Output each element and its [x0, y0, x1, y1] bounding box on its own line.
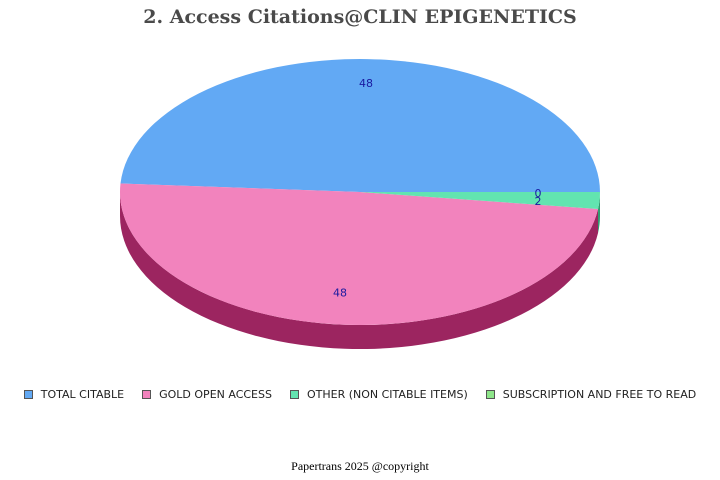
- legend-item-1: GOLD OPEN ACCESS: [142, 388, 272, 401]
- data-label-0: 48: [359, 77, 373, 90]
- legend-label-2: OTHER (NON CITABLE ITEMS): [306, 388, 468, 401]
- legend-swatch-3: [485, 390, 495, 399]
- data-label-2: 2: [535, 195, 542, 208]
- legend-label-0: TOTAL CITABLE: [40, 388, 125, 401]
- pie-slice-1: [120, 183, 599, 325]
- data-label-3: 0: [535, 187, 542, 200]
- legend-item-3: SUBSCRIPTION AND FREE TO READ: [485, 388, 697, 401]
- chart-title: 2. Access Citations@CLIN EPIGENETICS: [143, 6, 577, 28]
- pie-side-1: [120, 192, 599, 350]
- legend-item-2: OTHER (NON CITABLE ITEMS): [289, 388, 468, 401]
- legend-item-0: TOTAL CITABLE: [23, 388, 125, 401]
- legend-label-1: GOLD OPEN ACCESS: [159, 388, 272, 401]
- pie-slice-0: [120, 58, 600, 192]
- legend-label-3: SUBSCRIPTION AND FREE TO READ: [502, 388, 697, 401]
- pie-slice-2: [360, 192, 600, 210]
- legend: TOTAL CITABLE GOLD OPEN ACCESS OTHER (NON …: [0, 388, 720, 401]
- legend-swatch-1: [142, 390, 152, 399]
- legend-swatch-0: [23, 390, 33, 399]
- pie-side-2: [598, 192, 600, 234]
- data-label-1: 48: [333, 287, 347, 300]
- legend-swatch-2: [289, 390, 299, 399]
- footer-copyright: Papertrans 2025 @copyright: [291, 459, 429, 473]
